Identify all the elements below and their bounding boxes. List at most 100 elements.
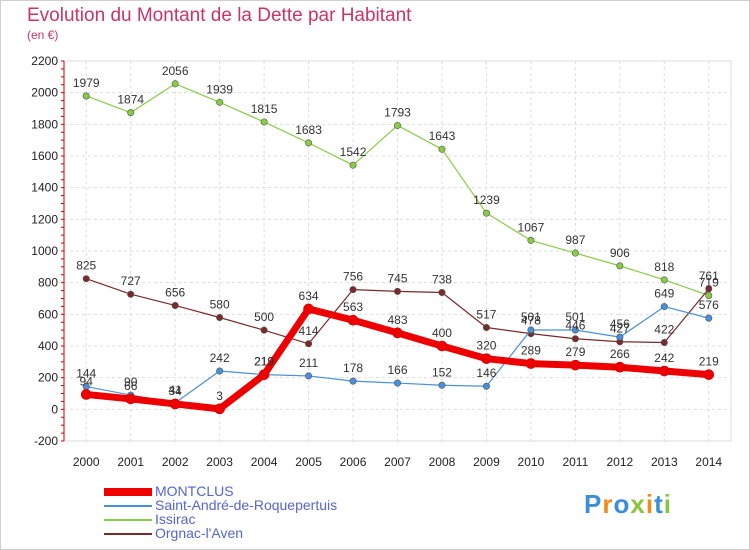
data-point bbox=[438, 381, 446, 389]
legend-label: MONTCLUS bbox=[155, 483, 234, 499]
data-label: 761 bbox=[699, 269, 719, 283]
y-tick-label: 400 bbox=[38, 339, 58, 353]
data-point bbox=[305, 372, 313, 380]
data-label: 289 bbox=[521, 344, 541, 358]
data-point bbox=[82, 275, 90, 283]
y-tick-label: 1600 bbox=[31, 149, 58, 163]
data-label: 576 bbox=[699, 298, 719, 312]
data-label: 144 bbox=[76, 367, 96, 381]
data-point bbox=[571, 249, 579, 257]
legend-swatch bbox=[104, 488, 152, 496]
data-labels: 1979 1874 2056 1939 1815 1683 1542 1793 1643 1239… bbox=[73, 64, 719, 403]
data-point bbox=[349, 377, 357, 385]
data-point bbox=[305, 139, 313, 147]
data-label: 1643 bbox=[429, 129, 456, 143]
data-label: 1239 bbox=[473, 193, 500, 207]
data-point bbox=[393, 379, 401, 387]
x-tick-label: 2005 bbox=[295, 455, 322, 469]
data-label: 987 bbox=[565, 233, 585, 247]
data-point bbox=[82, 92, 90, 100]
series-lines bbox=[80, 80, 715, 415]
y-tick-label: 0 bbox=[51, 402, 58, 416]
data-point bbox=[616, 333, 624, 341]
data-label: 456 bbox=[610, 317, 630, 331]
data-label: 634 bbox=[299, 289, 319, 303]
x-tick-label: 2008 bbox=[429, 455, 456, 469]
data-label: 3 bbox=[216, 389, 223, 403]
data-label: 178 bbox=[343, 361, 363, 375]
proxiti-logo: Proxiti bbox=[584, 489, 672, 520]
data-label: 483 bbox=[387, 313, 407, 327]
x-tick-label: 2000 bbox=[73, 455, 100, 469]
y-tick-label: -200 bbox=[34, 434, 58, 448]
data-label: 563 bbox=[343, 300, 363, 314]
data-label: 400 bbox=[432, 326, 452, 340]
data-label: 2056 bbox=[162, 64, 189, 78]
data-label: 738 bbox=[432, 272, 452, 286]
data-label: 1793 bbox=[384, 105, 411, 119]
data-label: 152 bbox=[432, 365, 452, 379]
data-label: 500 bbox=[254, 310, 274, 324]
data-label: 501 bbox=[521, 310, 541, 324]
data-label: 1939 bbox=[206, 82, 233, 96]
legend-label: Saint-André-de-Roquepertuis bbox=[155, 497, 338, 513]
legend-swatch bbox=[104, 505, 152, 507]
data-point bbox=[171, 80, 179, 88]
data-point bbox=[614, 361, 626, 373]
data-label: 279 bbox=[565, 345, 585, 359]
data-label: 719 bbox=[699, 275, 719, 289]
data-label: 906 bbox=[610, 246, 630, 260]
data-point bbox=[216, 98, 224, 106]
x-tick-label: 2014 bbox=[695, 455, 722, 469]
chart-title: Evolution du Montant de la Dette par Hab… bbox=[27, 5, 412, 26]
x-tick-label: 2009 bbox=[473, 455, 500, 469]
x-axis-ticks: 2000 2001 2002 2003 2004 2005 2006 2007 2008 2009… bbox=[73, 455, 723, 469]
data-label: 818 bbox=[654, 260, 674, 274]
logo-letter: i bbox=[663, 489, 672, 519]
data-label: 66 bbox=[124, 379, 138, 393]
data-label: 242 bbox=[210, 351, 230, 365]
data-point bbox=[127, 109, 135, 117]
y-axis-ticks: -200 0 200 400 600 800 1000 1200 1400 1600 1800 200… bbox=[31, 54, 58, 448]
data-label: 1067 bbox=[518, 220, 545, 234]
data-label: 94 bbox=[80, 374, 94, 388]
y-tick-label: 200 bbox=[38, 371, 58, 385]
x-tick-label: 2006 bbox=[340, 455, 367, 469]
data-point bbox=[258, 369, 270, 380]
data-point bbox=[349, 286, 357, 294]
data-label: 1874 bbox=[117, 93, 144, 107]
data-label: 656 bbox=[165, 285, 185, 299]
data-point bbox=[660, 303, 668, 311]
data-point bbox=[705, 285, 713, 293]
data-point bbox=[703, 369, 715, 380]
data-point bbox=[616, 262, 624, 270]
data-point bbox=[658, 365, 670, 377]
data-label: 320 bbox=[476, 339, 496, 353]
data-label: 825 bbox=[76, 259, 96, 273]
y-tick-label: 800 bbox=[38, 276, 58, 290]
legend-label: Orgnac-l'Aven bbox=[155, 525, 244, 541]
data-point bbox=[525, 358, 537, 369]
data-point bbox=[171, 301, 179, 309]
data-label: 242 bbox=[654, 351, 674, 365]
y-tick-label: 1400 bbox=[31, 181, 58, 195]
data-point bbox=[438, 288, 446, 296]
data-point bbox=[482, 382, 490, 390]
data-label: 34 bbox=[168, 384, 182, 398]
data-label: 422 bbox=[654, 323, 674, 337]
y-tick-label: 1800 bbox=[31, 117, 58, 131]
x-tick-label: 2010 bbox=[518, 455, 545, 469]
legend-swatch bbox=[104, 519, 152, 521]
data-point bbox=[660, 339, 668, 347]
data-point bbox=[392, 327, 403, 339]
data-label: 266 bbox=[610, 347, 630, 361]
data-label: 446 bbox=[565, 319, 585, 333]
data-point bbox=[305, 340, 313, 348]
data-label: 756 bbox=[343, 270, 363, 284]
data-label: 146 bbox=[476, 366, 496, 380]
data-point bbox=[347, 314, 359, 326]
x-tick-label: 2002 bbox=[162, 455, 189, 469]
data-point bbox=[216, 313, 224, 321]
logo-letter: o bbox=[613, 489, 631, 519]
